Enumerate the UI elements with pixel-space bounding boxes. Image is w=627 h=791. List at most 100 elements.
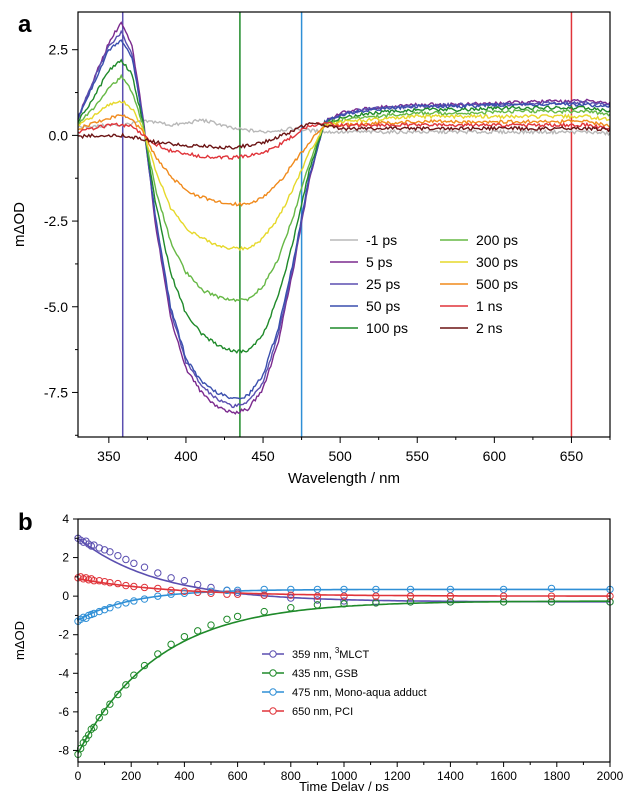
legend-label-a: 300 ps (476, 254, 518, 270)
data-point-b-1 (340, 600, 348, 608)
legend-marker-b (269, 688, 277, 696)
x-axis-title-b: Time Delay / ps (299, 779, 389, 791)
legend-label-tail: MLCT (339, 649, 369, 661)
panel-b-kinetics-chart: 0 200 400 600 800 1000 1200 1400 1600 1800 2000 4 2 0… (12, 512, 624, 791)
data-point-b-1 (547, 598, 556, 606)
x-tick-label-a: 650 (560, 448, 584, 464)
data-point-b-2 (260, 585, 268, 594)
x-tick-label-a: 600 (483, 448, 507, 464)
data-point-b-1 (194, 627, 202, 635)
legend-label-main: 475 nm, Mono-aqua adduct (292, 687, 427, 699)
data-point-b-3 (130, 582, 138, 591)
data-point-b-3 (106, 578, 114, 587)
data-point-b-0 (167, 574, 175, 582)
data-point-b-0 (154, 569, 162, 577)
data-point-b-0 (122, 555, 130, 564)
data-point-b-1 (140, 661, 149, 670)
data-point-b-0 (130, 559, 138, 568)
data-point-b-2 (130, 597, 138, 605)
data-point-b-0 (207, 583, 215, 592)
data-point-b-3 (372, 592, 380, 600)
data-point-b-2 (114, 601, 122, 609)
legend-label-a: 500 ps (476, 276, 518, 292)
data-point-b-3 (114, 579, 122, 588)
data-point-b-1 (84, 731, 93, 739)
data-point-b-1 (313, 601, 322, 609)
data-point-b-2 (122, 599, 130, 607)
fit-line-b-2 (77, 588, 610, 621)
x-tick-label-b: 1000 (331, 769, 358, 783)
data-point-b-2 (233, 586, 242, 595)
data-point-b-2 (154, 592, 162, 600)
series-line-a-6 (77, 100, 611, 252)
data-point-b-2 (223, 586, 231, 595)
panel-b-letter: b (18, 509, 33, 536)
y-tick-label-b: 0 (62, 589, 69, 603)
data-point-b-3 (194, 588, 202, 596)
y-tick-label-b: -8 (58, 743, 69, 757)
series-line-a-8 (77, 121, 611, 160)
data-point-b-1 (95, 713, 103, 722)
series-line-a-3 (77, 39, 611, 400)
data-point-b-3 (140, 583, 149, 592)
data-point-b-3 (260, 591, 268, 599)
data-point-b-1 (167, 640, 175, 649)
x-tick-label-b: 1400 (437, 769, 464, 783)
data-point-b-1 (122, 681, 130, 689)
fit-line-b-3 (77, 578, 610, 597)
data-point-b-3 (95, 577, 103, 585)
data-point-b-1 (223, 615, 231, 623)
y-tick-label-a: -5.0 (44, 299, 68, 315)
x-tick-label-b: 1600 (490, 769, 517, 783)
data-point-b-2 (167, 590, 175, 598)
data-point-b-3 (207, 589, 215, 597)
legend-label-sup: 3 (335, 646, 340, 655)
data-point-b-3 (154, 584, 162, 593)
y-tick-label-a: -7.5 (44, 384, 68, 400)
data-point-b-1 (233, 612, 242, 621)
x-tick-label-b: 1200 (384, 769, 411, 783)
data-point-b-0 (313, 596, 322, 604)
y-tick-label-a: -2.5 (44, 213, 68, 229)
data-point-b-3 (340, 592, 348, 600)
data-point-b-0 (140, 563, 149, 571)
data-point-b-3 (406, 592, 415, 600)
data-point-b-3 (223, 590, 231, 598)
legend-label-a: 100 ps (366, 320, 408, 336)
data-point-b-1 (154, 650, 162, 658)
data-point-b-1 (260, 607, 268, 616)
data-point-b-1 (406, 598, 415, 606)
data-point-b-3 (90, 577, 98, 585)
legend-label-a: 200 ps (476, 232, 518, 248)
legend-label-a: -1 ps (366, 232, 397, 248)
series-line-a-1 (77, 21, 611, 415)
panel-a-letter: a (18, 11, 32, 38)
y-tick-label-b: -6 (58, 705, 69, 719)
x-tick-label-a: 400 (174, 448, 198, 464)
data-point-b-0 (340, 597, 348, 605)
legend-label-main: 650 nm, PCI (292, 706, 353, 718)
data-point-b-0 (180, 577, 189, 585)
legend-label-a: 5 ps (366, 254, 392, 270)
legend-a: -1 ps 5 ps 25 ps 50 ps 100 ps 200 ps 300 ps 500… (330, 232, 518, 336)
data-point-b-3 (233, 590, 242, 598)
data-point-b-0 (114, 551, 122, 560)
data-point-b-1 (499, 598, 508, 606)
x-tick-label-b: 600 (228, 769, 248, 783)
data-point-b-2 (287, 585, 295, 594)
y-axis-title-a: mΔOD (11, 202, 28, 247)
x-tick-label-b: 1800 (543, 769, 570, 783)
y-tick-label-b: 2 (62, 551, 69, 565)
data-point-b-1 (446, 598, 455, 606)
y-tick-label-b: -2 (58, 628, 69, 642)
data-point-b-2 (547, 584, 556, 593)
legend-marker-b (269, 650, 277, 658)
data-point-b-3 (499, 592, 508, 600)
series-line-a-9 (77, 121, 611, 150)
data-point-b-2 (207, 587, 215, 596)
x-tick-label-a: 450 (251, 448, 275, 464)
x-axis-title-a: Wavelength / nm (288, 470, 400, 487)
y-axis-title-b: mΔOD (12, 621, 27, 660)
data-point-b-3 (122, 581, 130, 590)
data-point-b-1 (130, 671, 138, 679)
